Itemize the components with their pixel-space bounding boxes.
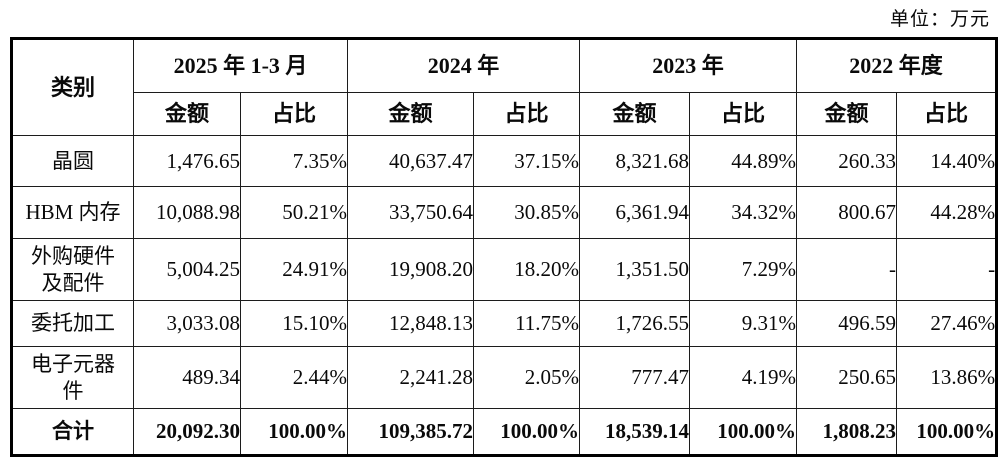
cost-composition-table: 类别 2025 年 1-3 月 2024 年 2023 年 2022 年度 金额… [10, 37, 999, 457]
ratio-cell: 7.29% [689, 238, 798, 301]
ratio-cell: 100.00% [689, 408, 798, 456]
amount-cell: 496.59 [796, 300, 898, 347]
ratio-cell: 30.85% [473, 186, 581, 239]
ratio-cell: 4.19% [689, 346, 798, 409]
amount-cell: 777.47 [579, 346, 691, 409]
ratio-cell: 50.21% [239, 186, 349, 239]
header-category: 类别 [11, 38, 134, 136]
row-label: 委托加工 [11, 300, 134, 347]
unit-label: 单位：万元 [889, 9, 990, 30]
amount-cell: 10,088.98 [133, 186, 241, 239]
row-label: 外购硬件 及配件 [11, 238, 134, 301]
amount-cell: 33,750.64 [347, 186, 475, 239]
row-label: 电子元器 件 [11, 346, 134, 409]
ratio-cell: 37.15% [473, 135, 581, 187]
header-period-2023: 2023 年 [579, 38, 798, 93]
amount-cell: 2,241.28 [347, 346, 475, 409]
table-row-purchased-hardware: 外购硬件 及配件 5,004.25 24.91% 19,908.20 18.20… [11, 238, 998, 301]
table-row-electronic-components: 电子元器 件 489.34 2.44% 2,241.28 2.05% 777.4… [11, 346, 998, 409]
ratio-cell: 13.86% [896, 346, 998, 409]
amount-cell: 40,637.47 [347, 135, 475, 187]
header-ratio-2024: 占比 [473, 92, 581, 136]
ratio-cell: 11.75% [473, 300, 581, 347]
table-row-wafer: 晶圆 1,476.65 7.35% 40,637.47 37.15% 8,321… [11, 135, 998, 187]
amount-cell: 18,539.14 [579, 408, 691, 456]
amount-cell: 3,033.08 [133, 300, 241, 347]
header-amount-2024: 金额 [347, 92, 475, 136]
ratio-cell: 44.28% [896, 186, 998, 239]
header-period-2024: 2024 年 [347, 38, 581, 93]
ratio-cell: 15.10% [239, 300, 349, 347]
amount-cell: 20,092.30 [133, 408, 241, 456]
table-row-outsourced-processing: 委托加工 3,033.08 15.10% 12,848.13 11.75% 1,… [11, 300, 998, 347]
row-label: 合计 [11, 408, 134, 456]
ratio-cell: 34.32% [689, 186, 798, 239]
amount-cell: 1,808.23 [796, 408, 898, 456]
ratio-cell: 7.35% [239, 135, 349, 187]
amount-cell: 800.67 [796, 186, 898, 239]
ratio-cell: 100.00% [896, 408, 998, 456]
amount-cell: 1,726.55 [579, 300, 691, 347]
amount-cell: 489.34 [133, 346, 241, 409]
ratio-cell: 9.31% [689, 300, 798, 347]
amount-cell: 6,361.94 [579, 186, 691, 239]
header-ratio-2023: 占比 [689, 92, 798, 136]
header-period-2025q1: 2025 年 1-3 月 [132, 38, 349, 93]
header-ratio-2025q1: 占比 [239, 92, 349, 136]
amount-cell: 8,321.68 [579, 135, 691, 187]
amount-cell: 12,848.13 [347, 300, 475, 347]
ratio-cell: 2.05% [473, 346, 581, 409]
header-ratio-2022: 占比 [896, 92, 998, 136]
amount-cell: 5,004.25 [133, 238, 241, 301]
amount-cell: 260.33 [796, 135, 898, 187]
amount-cell: - [796, 238, 898, 301]
ratio-cell: 100.00% [473, 408, 581, 456]
table-row-hbm: HBM 内存 10,088.98 50.21% 33,750.64 30.85%… [11, 186, 998, 239]
amount-cell: 1,476.65 [133, 135, 241, 187]
ratio-cell: 14.40% [896, 135, 998, 187]
amount-cell: 250.65 [796, 346, 898, 409]
ratio-cell: 100.00% [239, 408, 349, 456]
ratio-cell: 2.44% [239, 346, 349, 409]
amount-cell: 19,908.20 [347, 238, 475, 301]
amount-cell: 109,385.72 [347, 408, 475, 456]
header-amount-2023: 金额 [579, 92, 691, 136]
amount-cell: 1,351.50 [579, 238, 691, 301]
ratio-cell: 44.89% [689, 135, 798, 187]
ratio-cell: - [896, 238, 998, 301]
ratio-cell: 18.20% [473, 238, 581, 301]
ratio-cell: 24.91% [239, 238, 349, 301]
header-amount-2022: 金额 [796, 92, 898, 136]
table-row-total: 合计 20,092.30 100.00% 109,385.72 100.00% … [11, 408, 998, 456]
row-label: 晶圆 [11, 135, 134, 187]
ratio-cell: 27.46% [896, 300, 998, 347]
header-period-2022: 2022 年度 [796, 38, 998, 93]
row-label: HBM 内存 [11, 186, 134, 239]
header-amount-2025q1: 金额 [133, 92, 241, 136]
